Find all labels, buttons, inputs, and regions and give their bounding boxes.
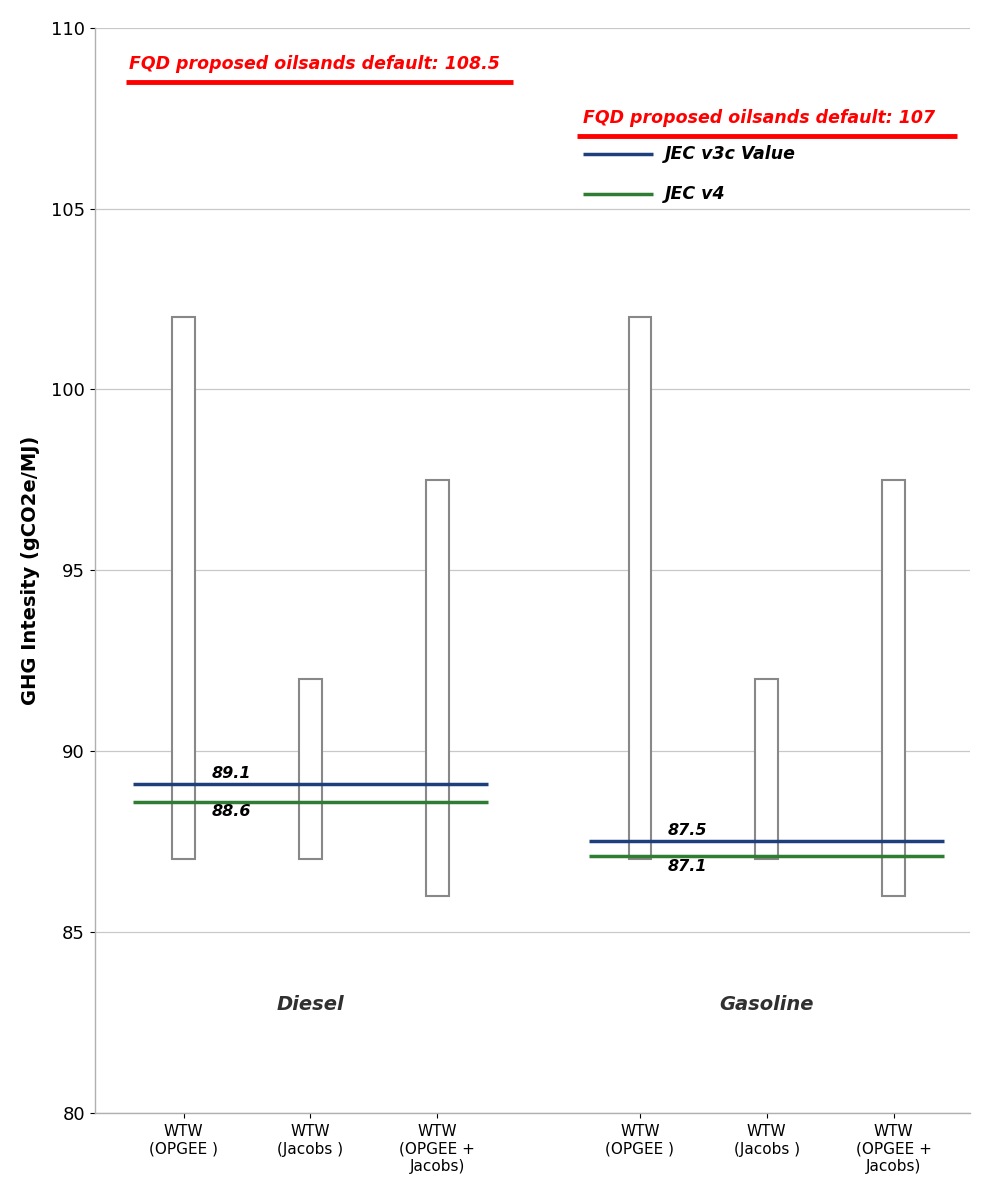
Bar <box>882 480 905 895</box>
Text: 88.6: 88.6 <box>211 804 251 820</box>
Text: Gasoline: Gasoline <box>720 994 814 1013</box>
Bar <box>426 480 449 895</box>
Text: 87.1: 87.1 <box>668 859 707 874</box>
Y-axis label: GHG Intesity (gCO2e/MJ): GHG Intesity (gCO2e/MJ) <box>21 435 40 705</box>
Text: JEC v4: JEC v4 <box>665 185 726 203</box>
Text: FQD proposed oilsands default: 107: FQD proposed oilsands default: 107 <box>583 109 935 127</box>
Text: FQD proposed oilsands default: 108.5: FQD proposed oilsands default: 108.5 <box>129 55 500 73</box>
Text: 89.1: 89.1 <box>211 766 251 780</box>
Text: JEC v3c Value: JEC v3c Value <box>665 146 796 164</box>
Bar <box>755 679 778 859</box>
Text: Diesel: Diesel <box>277 994 344 1013</box>
Bar <box>299 679 322 859</box>
Text: 87.5: 87.5 <box>668 823 707 839</box>
Bar <box>172 317 195 859</box>
Bar <box>629 317 651 859</box>
